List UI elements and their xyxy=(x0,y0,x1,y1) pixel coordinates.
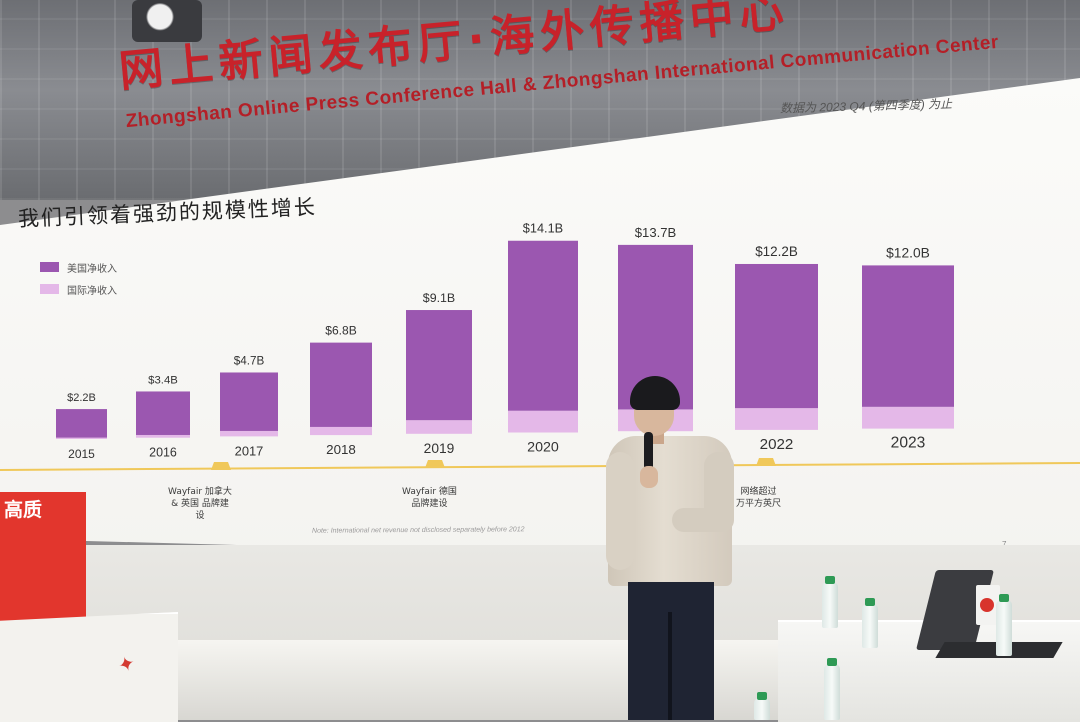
milestone-canada-uk: Wayfair 加拿大 & 英国 品牌建 设 xyxy=(168,486,232,522)
bar-segment-international xyxy=(735,408,818,430)
water-bottle xyxy=(822,582,838,628)
podium xyxy=(0,612,178,722)
legend-label-international: 国际净收入 xyxy=(67,285,117,297)
bar-segment-us xyxy=(406,310,472,421)
legend-swatch-us xyxy=(40,262,59,272)
bar-value-label: $12.2B xyxy=(755,244,798,259)
presenter xyxy=(600,372,740,720)
slide-footnote: Note: International net revenue not disc… xyxy=(311,526,525,535)
cup-logo-icon xyxy=(980,598,994,612)
bar-value-label: $3.4B xyxy=(148,374,178,386)
presenter-right-forearm xyxy=(672,508,734,532)
bar-segment-international xyxy=(220,430,278,437)
bar-value-label: $9.1B xyxy=(423,291,455,305)
bar-segment-us xyxy=(508,240,578,411)
water-bottle xyxy=(996,600,1012,656)
x-tick-label: 2020 xyxy=(527,440,559,456)
legend-item-us: 美国净收入 xyxy=(40,256,117,278)
legend-label-us: 美国净收入 xyxy=(67,263,117,275)
bar-segment-international xyxy=(310,426,372,436)
milestone-network-line2: 万平方英尺 xyxy=(736,499,782,509)
x-tick-label: 2017 xyxy=(235,443,264,458)
water-bottle xyxy=(862,604,878,648)
x-tick-label: 2019 xyxy=(424,441,455,456)
stage-spotlight xyxy=(132,0,202,42)
bar-value-label: $6.8B xyxy=(325,324,356,338)
bar-segment-international xyxy=(136,434,190,438)
bar-segment-international xyxy=(406,420,472,434)
milestone-canada-uk-line1: Wayfair 加拿大 xyxy=(168,487,232,497)
milestone-network: 网络超过 万平方英尺 xyxy=(736,486,781,510)
milestone-germany-line1: Wayfair 德国 xyxy=(402,487,457,497)
bar-segment-us xyxy=(220,372,278,431)
bar-segment-us xyxy=(862,265,954,407)
water-bottle xyxy=(754,698,770,720)
bar-segment-international xyxy=(862,406,954,429)
milestone-canada-uk-line2: & 英国 品牌建 xyxy=(171,499,229,509)
bottle-cap xyxy=(825,576,835,584)
x-tick-label: 2018 xyxy=(326,442,356,457)
milestone-germany: Wayfair 德国 品牌建设 xyxy=(402,486,457,510)
bar-value-label: $13.7B xyxy=(635,225,677,240)
bar-segment-us xyxy=(136,391,190,435)
milestone-germany-line2: 品牌建设 xyxy=(411,499,448,509)
presenter-hand xyxy=(640,466,658,488)
bar-value-label: $12.0B xyxy=(886,245,930,260)
x-tick-label: 2023 xyxy=(891,435,926,452)
red-banner xyxy=(0,492,86,622)
bar-segment-international xyxy=(56,437,107,439)
bar-segment-us xyxy=(735,263,818,409)
bar-value-label: $14.1B xyxy=(523,221,563,236)
x-tick-label: 2016 xyxy=(149,446,177,460)
bar-value-label: $2.2B xyxy=(67,392,96,404)
presenter-left-arm xyxy=(606,452,634,570)
bar-value-label: $4.7B xyxy=(234,354,265,367)
bottle-cap xyxy=(757,692,767,700)
x-tick-label: 2015 xyxy=(68,447,95,461)
x-tick-label: 2022 xyxy=(760,436,794,453)
chart-axis-line xyxy=(0,462,1080,471)
legend-item-international: 国际净收入 xyxy=(40,278,117,300)
bottle-cap xyxy=(999,594,1009,602)
water-bottle xyxy=(824,664,840,720)
bar-segment-international xyxy=(508,410,578,433)
milestone-canada-uk-line3: 设 xyxy=(195,511,205,521)
legend-swatch-international xyxy=(40,284,59,294)
red-banner-text: 高质 xyxy=(4,499,43,521)
microphone xyxy=(644,432,653,470)
bar-segment-us xyxy=(310,342,372,427)
bottle-cap xyxy=(865,598,875,606)
milestone-network-line1: 网络超过 xyxy=(740,487,777,497)
bottle-cap xyxy=(827,658,837,666)
milestone-marker-icon xyxy=(211,462,231,470)
slide-page-number: 7 xyxy=(1002,540,1006,549)
chart-legend: 美国净收入 国际净收入 xyxy=(40,256,117,300)
bar-segment-us xyxy=(56,409,107,438)
milestone-marker-icon xyxy=(756,458,776,466)
presenter-hair xyxy=(630,376,680,410)
presenter-pants-seam xyxy=(668,612,672,720)
milestone-marker-icon xyxy=(425,460,445,468)
